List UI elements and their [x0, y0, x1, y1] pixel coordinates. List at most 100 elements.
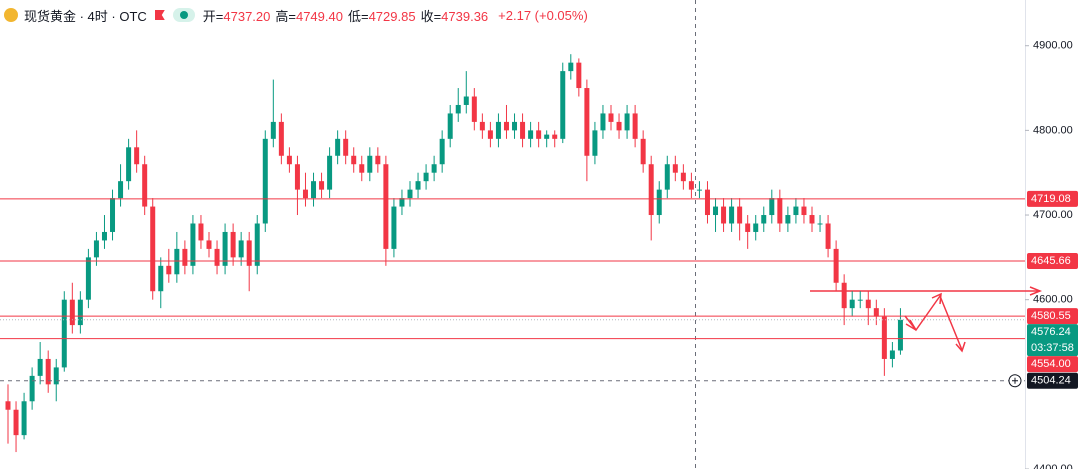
- candle-body: [785, 215, 791, 224]
- candle-body: [616, 121, 622, 131]
- price-tag: [1027, 324, 1078, 357]
- candle-body: [560, 71, 566, 139]
- candle-body: [311, 181, 317, 199]
- candle-body: [319, 181, 325, 190]
- candle-body: [222, 231, 228, 266]
- candle-body: [769, 198, 775, 216]
- price-tag-label: 4576.24: [1031, 326, 1071, 338]
- symbol: 现货黄金 · 4时 · OTC: [24, 8, 147, 24]
- candle-body: [118, 181, 124, 199]
- candle-body: [423, 172, 429, 182]
- candle-body: [190, 223, 196, 266]
- candle-body: [335, 138, 341, 156]
- candle-body: [640, 138, 646, 165]
- candle-body: [624, 113, 630, 131]
- price-tag-label: 4719.08: [1031, 193, 1071, 205]
- candle-body: [5, 401, 11, 410]
- candle-body: [487, 130, 493, 139]
- candle-body: [351, 155, 357, 165]
- candle-body: [889, 350, 895, 359]
- candle-body: [664, 164, 670, 190]
- price-tag-label: 4554.00: [1031, 358, 1071, 370]
- price-tag: [1027, 190, 1078, 207]
- candle-body: [45, 358, 51, 385]
- candle-body: [230, 231, 236, 258]
- candle-body: [544, 134, 550, 139]
- y-tick-label: 4600.00: [1033, 294, 1073, 306]
- candle-body: [729, 206, 735, 224]
- candle-body: [359, 164, 365, 173]
- candle-body: [69, 299, 75, 326]
- field-name: 高=: [275, 8, 296, 24]
- candle-body: [833, 248, 839, 283]
- candle-body: [592, 130, 598, 156]
- candle-body: [753, 223, 759, 232]
- crosshair-label: 4504.24: [1031, 375, 1071, 387]
- candle-body: [383, 164, 389, 249]
- candle-body: [552, 134, 558, 139]
- candle-body: [809, 215, 815, 224]
- candle-body: [142, 164, 148, 207]
- candle-body: [415, 181, 421, 190]
- candle-body: [182, 248, 188, 266]
- price-tag: [1027, 356, 1078, 373]
- candle-body: [688, 181, 694, 190]
- candle-body: [294, 164, 300, 190]
- candle-body: [721, 206, 727, 224]
- candle-body: [608, 113, 614, 122]
- candle-body: [399, 198, 405, 207]
- candle-body: [536, 130, 542, 139]
- change: +2.17 (+0.05%): [498, 7, 588, 23]
- visibility-toggle[interactable]: [172, 8, 195, 22]
- field-value: 4739.36: [441, 8, 489, 24]
- candle-body: [600, 113, 606, 131]
- candle-body: [101, 231, 107, 241]
- y-tick-label: 4800.00: [1033, 124, 1073, 136]
- candle-body: [407, 189, 413, 199]
- candle-body: [21, 401, 27, 436]
- price-tag: [1027, 308, 1078, 325]
- candle-body: [471, 96, 477, 122]
- candle-body: [793, 206, 799, 216]
- y-tick-label: 4900.00: [1033, 40, 1073, 52]
- candle-body: [801, 206, 807, 216]
- candle-body: [584, 88, 590, 156]
- candle-body: [166, 265, 172, 275]
- field-name: 低=: [347, 8, 369, 24]
- candle-body: [704, 189, 710, 216]
- candle-body: [857, 299, 863, 301]
- ohlc-values: 开=4737.20 高=4749.40 低=4729.85 收=4739.36: [203, 6, 493, 25]
- candle-body: [37, 358, 43, 376]
- candle-body: [126, 147, 132, 182]
- y-tick-label: 4400.00: [1033, 463, 1073, 469]
- candle-body: [254, 223, 260, 266]
- flag-icon[interactable]: [154, 10, 165, 20]
- candle-body: [214, 248, 220, 266]
- candle-body: [206, 240, 212, 249]
- candle-body: [897, 319, 903, 351]
- candle-body: [270, 121, 276, 139]
- candle-body: [455, 104, 461, 114]
- candle-body: [302, 189, 308, 199]
- candle-body: [672, 164, 678, 173]
- candle-body: [262, 138, 268, 224]
- candle-body: [431, 164, 437, 173]
- candle-body: [447, 113, 453, 139]
- candle-body: [713, 206, 719, 216]
- candle-body: [568, 62, 574, 72]
- candle-body: [680, 172, 686, 182]
- field-name: 开=: [202, 8, 224, 24]
- candle-body: [737, 206, 743, 224]
- field-value: 4749.40: [295, 8, 343, 24]
- candle-body: [648, 164, 654, 216]
- candle-body: [134, 147, 140, 165]
- candle-body: [528, 130, 534, 139]
- candle-body: [278, 121, 284, 156]
- field-name: 收=: [420, 8, 442, 24]
- candle-body: [849, 299, 855, 309]
- candle-body: [503, 121, 509, 131]
- candle-body: [286, 155, 292, 165]
- candle-body: [495, 121, 501, 139]
- field-value: 4729.85: [368, 8, 416, 24]
